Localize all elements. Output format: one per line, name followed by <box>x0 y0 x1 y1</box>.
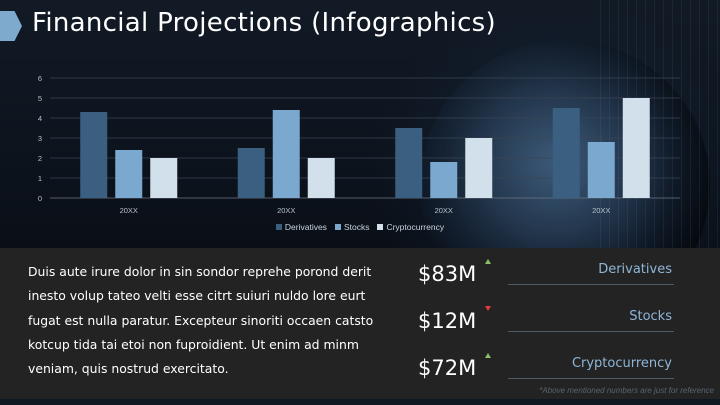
bar-stocks <box>587 142 615 198</box>
y-tick-label: 3 <box>38 134 42 143</box>
metric-value: $12M <box>418 309 477 333</box>
bar-derivatives <box>237 148 265 198</box>
bar-stocks <box>115 150 143 198</box>
bar-cryptocurrency <box>150 158 178 198</box>
divider <box>508 378 674 379</box>
metric-label: Stocks <box>629 309 672 324</box>
bar-cryptocurrency <box>622 98 650 198</box>
y-tick-label: 0 <box>38 194 42 203</box>
y-tick-label: 6 <box>38 74 42 83</box>
divider <box>508 284 674 285</box>
chart-panel: Financial Projections (Infographics) 0 1 2… <box>0 0 720 248</box>
bar-derivatives <box>552 108 580 198</box>
hexagon-icon <box>0 11 22 41</box>
x-tick-label: 20XX <box>277 206 295 215</box>
bar-cryptocurrency <box>465 138 493 198</box>
x-tick-label: 20XX <box>435 206 453 215</box>
metric-label: Cryptocurrency <box>571 356 672 371</box>
bar-cryptocurrency <box>307 158 335 198</box>
summary-panel: Duis aute irure dolor in sin sondor repr… <box>0 248 720 399</box>
legend-label: Stocks <box>343 222 370 232</box>
background-texture <box>600 0 720 248</box>
metric-stocks: $12M Stocks <box>418 306 674 349</box>
metric-derivatives: $83M Derivatives <box>418 259 674 302</box>
metric-cryptocurrency: $72M Cryptocurrency <box>418 353 674 396</box>
trend-down-icon <box>485 306 491 311</box>
x-tick-label: 20XX <box>592 206 610 215</box>
legend-item: Stocks <box>334 222 370 232</box>
legend-item: Derivatives <box>275 222 327 232</box>
bar-derivatives <box>80 112 108 198</box>
metric-label: Derivatives <box>598 262 672 277</box>
chart-legend: Derivatives Stocks Cryptocurrency <box>0 222 720 232</box>
page-title: Financial Projections (Infographics) <box>32 8 496 38</box>
legend-label: Cryptocurrency <box>386 222 445 232</box>
metric-value: $83M <box>418 262 477 286</box>
legend-item: Cryptocurrency <box>377 222 444 232</box>
y-tick-label: 1 <box>38 174 42 183</box>
trend-up-icon <box>485 259 491 264</box>
y-tick-label: 5 <box>38 94 42 103</box>
metric-value: $72M <box>418 356 477 380</box>
trend-up-icon <box>485 353 491 358</box>
bar-derivatives <box>395 128 423 198</box>
divider <box>508 331 674 332</box>
y-tick-label: 4 <box>38 114 42 123</box>
bar-chart: 0 1 2 3 4 5 6 20XX 20XX 20XX 20XX <box>38 74 680 215</box>
bar-stocks <box>272 110 300 198</box>
y-tick-label: 2 <box>38 154 42 163</box>
legend-swatch <box>275 224 282 230</box>
x-tick-label: 20XX <box>120 206 138 215</box>
footnote: *Above mentioned numbers are just for re… <box>539 386 714 395</box>
legend-label: Derivatives <box>284 222 327 232</box>
body-paragraph: Duis aute irure dolor in sin sondor repr… <box>28 264 374 377</box>
bar-stocks <box>430 162 458 198</box>
legend-swatch <box>377 224 384 230</box>
legend-swatch <box>334 224 341 230</box>
footer-strip <box>0 399 720 405</box>
